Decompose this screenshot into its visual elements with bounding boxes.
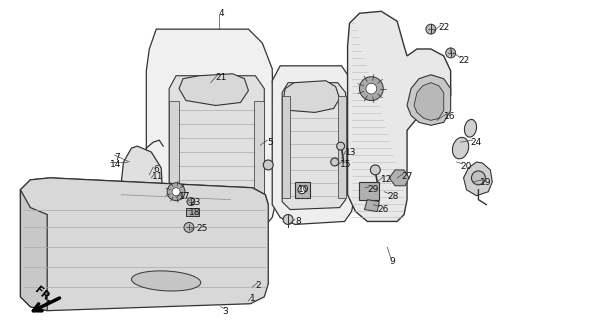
Circle shape bbox=[337, 142, 344, 150]
Circle shape bbox=[331, 158, 339, 166]
Circle shape bbox=[359, 77, 383, 100]
Polygon shape bbox=[364, 200, 379, 212]
Polygon shape bbox=[169, 76, 264, 213]
Circle shape bbox=[172, 188, 180, 196]
Text: 27: 27 bbox=[401, 172, 412, 181]
Text: 21: 21 bbox=[216, 73, 227, 82]
Polygon shape bbox=[147, 29, 275, 228]
Polygon shape bbox=[122, 146, 163, 225]
Circle shape bbox=[471, 171, 485, 185]
Text: 13: 13 bbox=[344, 148, 356, 157]
Circle shape bbox=[426, 24, 436, 34]
Text: 10: 10 bbox=[298, 185, 309, 194]
Text: 2: 2 bbox=[255, 281, 261, 290]
Polygon shape bbox=[283, 81, 340, 112]
Polygon shape bbox=[282, 83, 346, 210]
Text: 7: 7 bbox=[114, 153, 120, 162]
Circle shape bbox=[184, 222, 194, 232]
Circle shape bbox=[283, 214, 293, 224]
Text: 16: 16 bbox=[444, 112, 455, 121]
Text: 18: 18 bbox=[189, 208, 200, 217]
Polygon shape bbox=[414, 83, 444, 120]
Text: 3: 3 bbox=[223, 307, 228, 316]
Text: 22: 22 bbox=[458, 56, 470, 65]
Polygon shape bbox=[169, 100, 179, 200]
Polygon shape bbox=[282, 96, 290, 198]
Text: 14: 14 bbox=[110, 160, 121, 169]
Text: 12: 12 bbox=[381, 175, 393, 184]
Text: 24: 24 bbox=[470, 138, 482, 147]
Text: 11: 11 bbox=[152, 172, 164, 181]
Circle shape bbox=[167, 183, 185, 201]
Text: 8: 8 bbox=[295, 218, 301, 227]
Text: 28: 28 bbox=[387, 192, 399, 201]
Circle shape bbox=[263, 160, 273, 170]
Circle shape bbox=[298, 186, 306, 194]
Text: 1: 1 bbox=[250, 294, 256, 303]
Ellipse shape bbox=[464, 119, 477, 137]
Text: 20: 20 bbox=[461, 162, 472, 171]
Text: 15: 15 bbox=[340, 160, 351, 169]
Text: 5: 5 bbox=[267, 138, 273, 147]
Text: 4: 4 bbox=[219, 9, 224, 18]
Ellipse shape bbox=[132, 271, 201, 291]
Polygon shape bbox=[407, 75, 451, 125]
Text: 17: 17 bbox=[179, 192, 191, 201]
Polygon shape bbox=[254, 100, 264, 200]
Circle shape bbox=[366, 83, 377, 94]
Polygon shape bbox=[20, 178, 268, 311]
Polygon shape bbox=[347, 11, 451, 221]
Polygon shape bbox=[272, 66, 355, 224]
Polygon shape bbox=[20, 190, 47, 311]
Circle shape bbox=[187, 198, 195, 206]
Polygon shape bbox=[389, 170, 409, 186]
Text: 6: 6 bbox=[153, 165, 159, 174]
Text: 19: 19 bbox=[480, 178, 492, 187]
Circle shape bbox=[446, 48, 455, 58]
Polygon shape bbox=[338, 96, 346, 198]
Polygon shape bbox=[186, 208, 199, 215]
Text: 22: 22 bbox=[439, 23, 450, 32]
Text: 23: 23 bbox=[189, 198, 200, 207]
Circle shape bbox=[370, 165, 380, 175]
Polygon shape bbox=[179, 74, 249, 106]
Text: 26: 26 bbox=[377, 204, 389, 214]
Polygon shape bbox=[20, 178, 268, 224]
Text: 9: 9 bbox=[389, 257, 395, 266]
Text: 25: 25 bbox=[196, 224, 207, 233]
Polygon shape bbox=[464, 162, 492, 196]
Polygon shape bbox=[359, 182, 379, 200]
Text: 29: 29 bbox=[367, 185, 379, 194]
Polygon shape bbox=[295, 182, 310, 198]
Text: FR.: FR. bbox=[32, 284, 54, 305]
Ellipse shape bbox=[452, 137, 468, 159]
